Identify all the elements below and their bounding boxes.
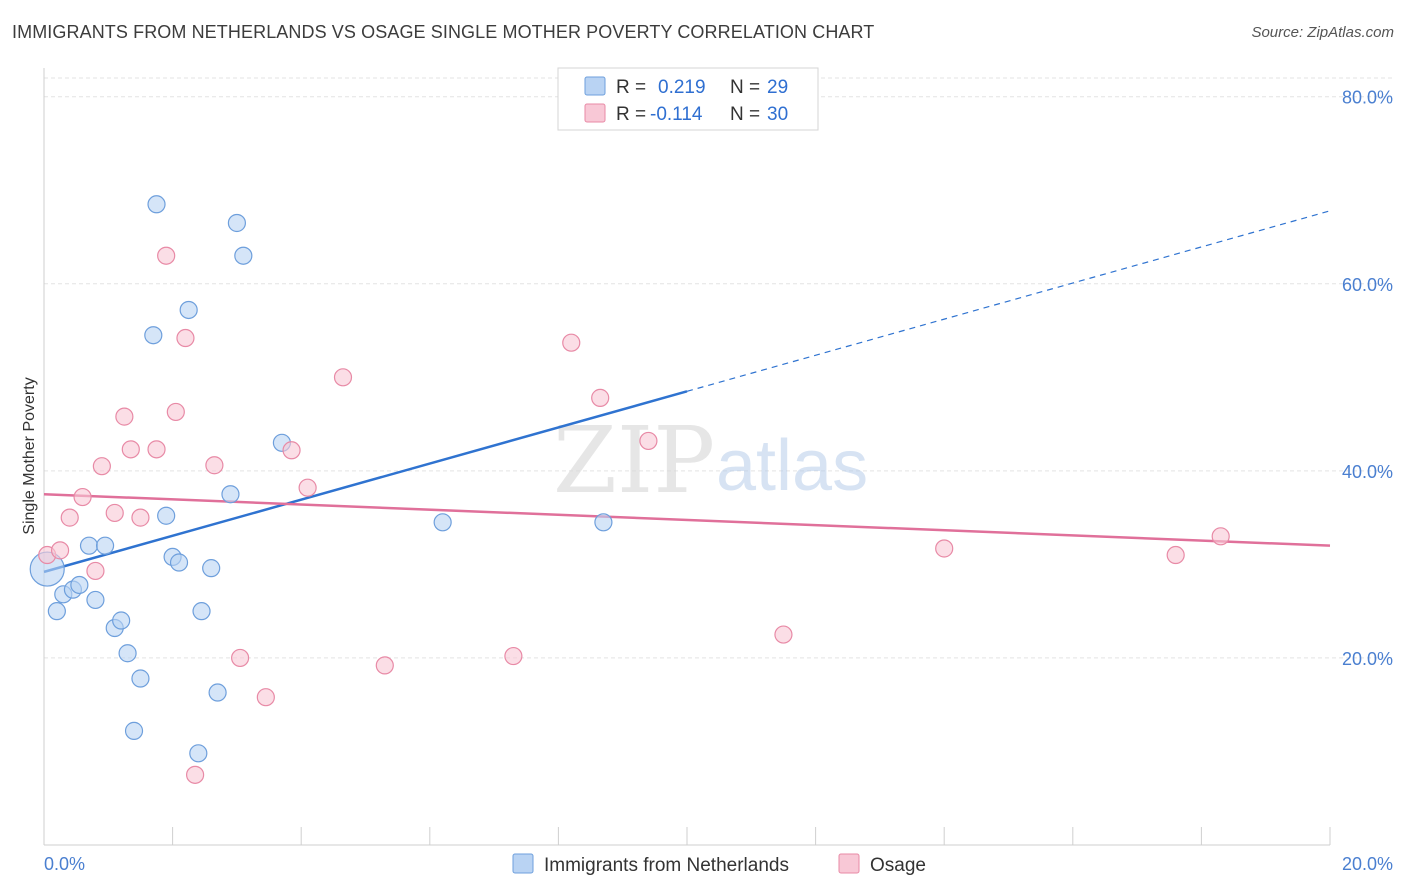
- point-osage-7: [115, 407, 134, 426]
- point-osage-15: [231, 648, 250, 668]
- legend-r-label-2: R =: [616, 104, 646, 125]
- series-label-blue: Immigrants from Netherlands: [544, 855, 789, 876]
- y-tick-label-20: 20.0%: [1342, 649, 1393, 669]
- point-netherlands-28: [594, 513, 613, 532]
- legend-n-label-1: N =: [730, 77, 760, 98]
- legend-r-label-1: R =: [616, 77, 646, 98]
- point-netherlands-4: [70, 575, 89, 595]
- y-tick-label-40: 40.0%: [1342, 462, 1393, 482]
- point-osage-20: [333, 368, 353, 387]
- point-netherlands-17: [169, 553, 189, 572]
- legend-r-value-1: 0.219: [658, 77, 706, 98]
- point-osage-18: [282, 441, 301, 460]
- grid-lines: [44, 77, 1394, 659]
- legend-swatch-blue: [584, 76, 606, 96]
- point-netherlands-15: [157, 506, 176, 525]
- point-netherlands-24: [227, 213, 246, 233]
- point-osage-25: [639, 431, 658, 451]
- y-tick-label-60: 60.0%: [1342, 275, 1393, 295]
- point-osage-26: [774, 625, 793, 644]
- legend: R = 0.219 N = 29 R = -0.114 N = 30: [557, 67, 819, 131]
- point-netherlands-13: [144, 326, 163, 345]
- chart-title: IMMIGRANTS FROM NETHERLANDS VS OSAGE SIN…: [12, 22, 875, 42]
- point-osage-16: [186, 765, 205, 784]
- legend-n-value-1: 29: [767, 77, 788, 98]
- point-netherlands-1: [47, 602, 66, 621]
- point-osage-1: [50, 541, 70, 560]
- point-osage-4: [86, 561, 105, 581]
- point-osage-28: [1166, 545, 1185, 565]
- point-osage-17: [256, 688, 275, 707]
- source-label: Source: ZipAtlas.com: [1251, 24, 1394, 41]
- point-osage-2: [60, 508, 79, 527]
- watermark: ZIP atlas: [553, 407, 868, 514]
- y-axis-label: Single Mother Poverty: [21, 377, 38, 534]
- legend-n-label-2: N =: [730, 104, 760, 125]
- point-netherlands-21: [208, 683, 227, 702]
- point-netherlands-27: [433, 513, 452, 532]
- point-netherlands-14: [147, 195, 166, 214]
- point-netherlands-5: [79, 536, 99, 555]
- point-netherlands-6: [86, 590, 105, 610]
- trend-line-netherlands: [43, 390, 688, 574]
- x-tick-label-20: 20.0%: [1342, 854, 1393, 874]
- point-osage-9: [131, 508, 150, 527]
- point-osage-27: [935, 539, 954, 558]
- point-osage-10: [147, 440, 166, 459]
- point-netherlands-25: [234, 246, 253, 265]
- point-netherlands-9: [112, 611, 131, 630]
- point-netherlands-7: [95, 536, 115, 555]
- point-netherlands-22: [189, 744, 208, 763]
- point-osage-11: [157, 246, 176, 265]
- point-osage-13: [176, 328, 195, 348]
- point-osage-6: [105, 503, 124, 523]
- trend-line-osage: [43, 492, 1331, 547]
- point-netherlands-12: [124, 721, 144, 740]
- point-netherlands-19: [192, 602, 211, 621]
- trend-line-netherlands-extension: [686, 210, 1331, 392]
- x-tick-label-0: 0.0%: [44, 854, 85, 874]
- point-osage-21: [375, 656, 394, 675]
- series-swatch-pink: [838, 853, 860, 874]
- point-osage-23: [562, 333, 581, 352]
- point-netherlands-23: [221, 485, 240, 504]
- point-osage-24: [591, 388, 610, 407]
- axes: [43, 68, 1331, 846]
- point-netherlands-10: [118, 644, 137, 663]
- point-osage-29: [1211, 527, 1230, 546]
- trend-lines: [43, 210, 1331, 574]
- series-label-pink: Osage: [870, 855, 926, 876]
- tick-labels: 20.0% 40.0% 60.0% 80.0% 0.0% 20.0%: [44, 88, 1393, 874]
- point-osage-22: [504, 646, 523, 666]
- series-swatch-blue: [512, 853, 534, 874]
- point-netherlands-11: [131, 669, 150, 688]
- point-osage-12: [166, 402, 185, 422]
- y-tick-label-80: 80.0%: [1342, 88, 1393, 108]
- point-osage-8: [121, 440, 140, 459]
- data-points: [29, 195, 1230, 784]
- point-osage-3: [73, 487, 92, 507]
- point-osage-19: [298, 478, 317, 497]
- point-osage-14: [205, 456, 224, 475]
- legend-r-value-2: -0.114: [650, 104, 703, 125]
- point-netherlands-18: [179, 300, 198, 320]
- point-osage-5: [92, 457, 111, 476]
- point-netherlands-20: [202, 559, 221, 578]
- watermark-atlas: atlas: [716, 426, 868, 506]
- series-legend: Immigrants from Netherlands Osage: [512, 853, 926, 876]
- legend-n-value-2: 30: [767, 104, 788, 125]
- watermark-zip: ZIP: [553, 407, 715, 514]
- legend-swatch-pink: [584, 103, 606, 123]
